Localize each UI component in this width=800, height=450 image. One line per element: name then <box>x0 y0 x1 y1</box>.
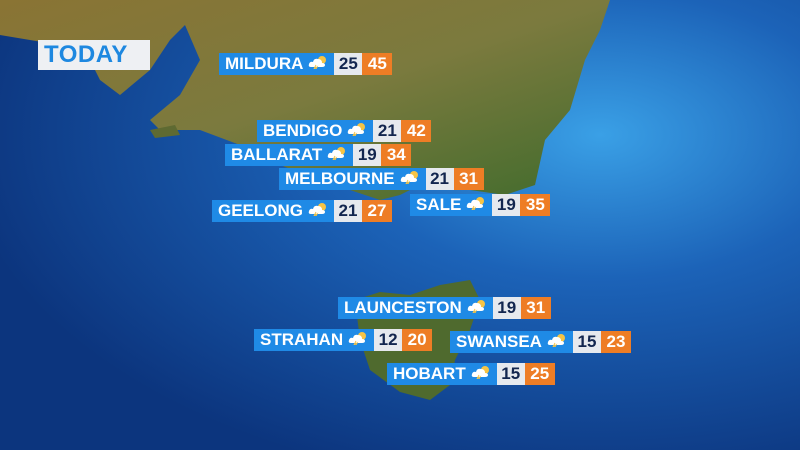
storm-icon <box>347 120 367 142</box>
city-name-text: MELBOURNE <box>285 169 395 188</box>
city-name: BENDIGO <box>257 120 374 142</box>
forecast-label-sale: SALE 19 35 <box>410 194 551 216</box>
max-temp: 35 <box>520 194 551 216</box>
max-temp: 42 <box>401 120 432 142</box>
city-name-text: BALLARAT <box>231 145 323 164</box>
city-name: STRAHAN <box>254 329 375 351</box>
max-temp: 45 <box>362 53 393 75</box>
min-temp: 12 <box>374 329 403 351</box>
max-temp: 34 <box>381 144 412 166</box>
forecast-label-mildura: MILDURA 25 45 <box>219 53 393 75</box>
forecast-label-ballarat: BALLARAT 19 34 <box>225 144 412 166</box>
min-temp: 19 <box>492 297 521 319</box>
max-temp: 31 <box>520 297 551 319</box>
min-temp: 21 <box>425 168 454 190</box>
storm-icon <box>308 53 328 75</box>
forecast-label-launceston: LAUNCESTON 19 31 <box>338 297 551 319</box>
city-name: MILDURA <box>219 53 335 75</box>
forecast-label-strahan: STRAHAN 12 20 <box>254 329 433 351</box>
city-name: BALLARAT <box>225 144 354 166</box>
max-temp: 31 <box>453 168 484 190</box>
forecast-label-hobart: HOBART 15 25 <box>387 363 555 385</box>
storm-icon <box>547 331 567 353</box>
mainland <box>0 0 610 200</box>
city-name: HOBART <box>387 363 497 385</box>
max-temp: 25 <box>524 363 555 385</box>
city-name-text: MILDURA <box>225 54 304 73</box>
min-temp: 25 <box>334 53 363 75</box>
city-name: MELBOURNE <box>279 168 426 190</box>
storm-icon <box>466 194 486 216</box>
forecast-label-melbourne: MELBOURNE 21 31 <box>279 168 484 190</box>
storm-icon <box>348 329 368 351</box>
storm-icon <box>400 168 420 190</box>
city-name-text: STRAHAN <box>260 330 344 349</box>
storm-icon <box>471 363 491 385</box>
storm-icon <box>308 200 328 222</box>
city-name: SALE <box>410 194 493 216</box>
forecast-label-geelong: GEELONG 21 27 <box>212 200 393 222</box>
city-name-text: BENDIGO <box>263 121 343 140</box>
storm-icon <box>467 297 487 319</box>
city-name: GEELONG <box>212 200 335 222</box>
min-temp: 19 <box>353 144 382 166</box>
min-temp: 19 <box>492 194 521 216</box>
min-temp: 21 <box>334 200 363 222</box>
min-temp: 15 <box>496 363 525 385</box>
max-temp: 20 <box>402 329 433 351</box>
city-name: SWANSEA <box>450 331 573 353</box>
max-temp: 27 <box>362 200 393 222</box>
max-temp: 23 <box>600 331 631 353</box>
city-name-text: GEELONG <box>218 201 304 220</box>
city-name-text: SWANSEA <box>456 332 542 351</box>
min-temp: 15 <box>572 331 601 353</box>
min-temp: 21 <box>373 120 402 142</box>
today-title: TODAY <box>38 40 150 70</box>
city-name-text: LAUNCESTON <box>344 298 462 317</box>
city-name-text: HOBART <box>393 364 466 383</box>
city-name-text: SALE <box>416 195 462 214</box>
storm-icon <box>327 144 347 166</box>
forecast-label-swansea: SWANSEA 15 23 <box>450 331 631 353</box>
forecast-label-bendigo: BENDIGO 21 42 <box>257 120 432 142</box>
city-name: LAUNCESTON <box>338 297 493 319</box>
